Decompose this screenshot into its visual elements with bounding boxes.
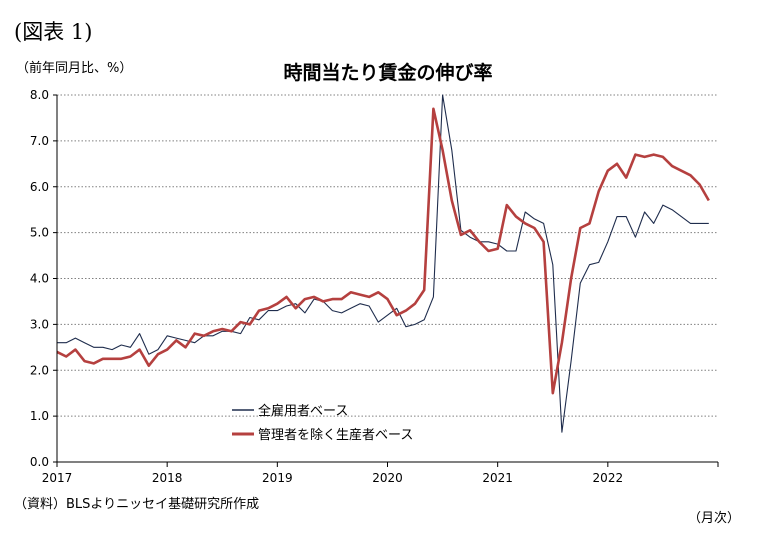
y-tick-label: 0.0: [30, 455, 49, 469]
series-line-1: [57, 94, 709, 433]
y-tick-label: 3.0: [30, 317, 49, 331]
x-tick-label: 2020: [372, 471, 403, 485]
figure-label: (図表 1): [14, 20, 93, 44]
y-tick-label: 5.0: [30, 226, 49, 240]
y-tick-labels: 0.0 1.0 2.0 3.0 4.0 5.0 6.0 7.0 8.0: [30, 88, 57, 469]
legend-label-2: 管理者を除く生産者ベース: [258, 427, 413, 443]
y-tick-label: 4.0: [30, 272, 49, 286]
y-tick-label: 7.0: [30, 134, 49, 148]
x-axis-unit-label: （月次）: [687, 511, 740, 526]
series-lines: [56, 94, 710, 433]
y-tick-label: 1.0: [30, 409, 49, 423]
axes: [56, 95, 718, 463]
y-tick-label: 8.0: [30, 88, 49, 102]
y-axis-unit-label: （前年同月比、%）: [16, 61, 133, 76]
grid-lines: [57, 94, 718, 417]
source-note: （資料）BLSよりニッセイ基礎研究所作成: [14, 497, 260, 512]
y-tick-label: 6.0: [30, 180, 49, 194]
x-tick-label: 2022: [593, 471, 624, 485]
x-tick-labels: 2017 2018 2019 2020 2021 2022: [42, 462, 719, 485]
legend-label-1: 全雇用者ベース: [258, 403, 348, 419]
x-tick-label: 2018: [152, 471, 183, 485]
x-tick-label: 2021: [482, 471, 513, 485]
chart-title: 時間当たり賃金の伸び率: [283, 62, 493, 84]
y-tick-label: 2.0: [30, 363, 49, 377]
x-tick-label: 2019: [262, 471, 293, 485]
series-line-2: [56, 107, 710, 395]
x-tick-label: 2017: [42, 471, 73, 485]
